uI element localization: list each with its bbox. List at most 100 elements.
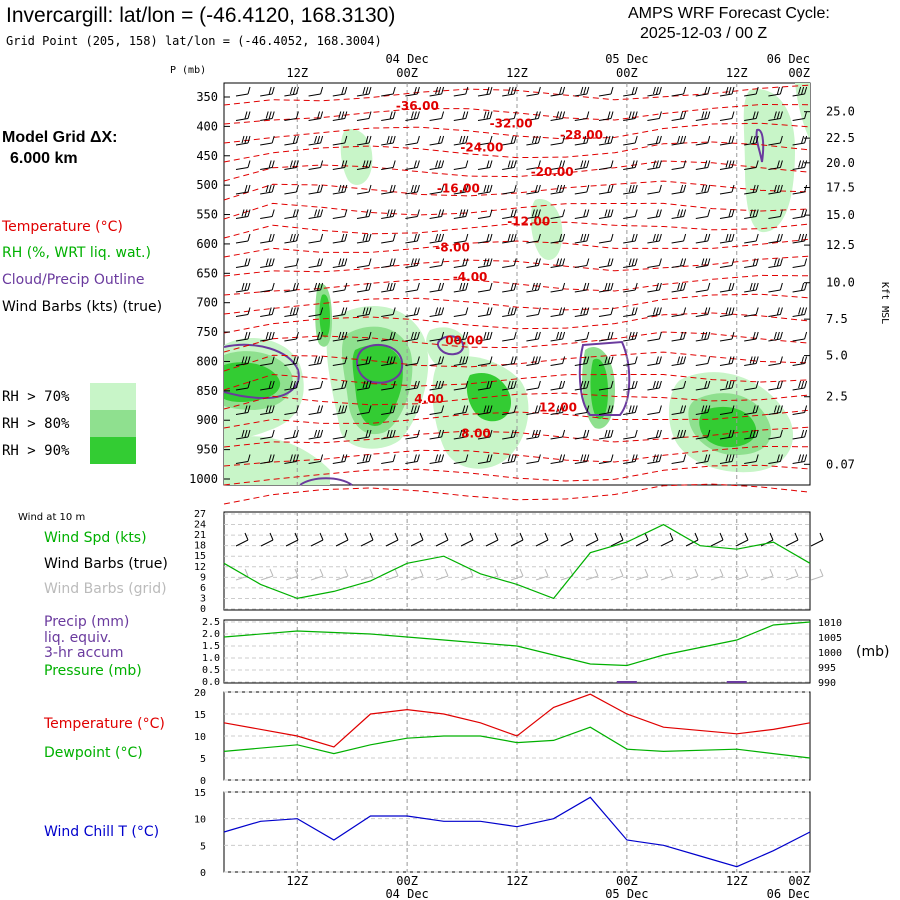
wind-barb-feather <box>368 135 372 144</box>
wind-barb-symbol <box>381 282 396 293</box>
wind-barb-feather <box>441 160 445 168</box>
wind-barb-symbol <box>332 307 348 317</box>
wind-tick-label-2: 6 <box>200 583 206 594</box>
wind-barb-symbol <box>647 282 662 293</box>
wind-barb-symbol <box>623 209 638 219</box>
wind-barb-feather <box>413 184 417 193</box>
wind-barb-feather <box>413 233 417 242</box>
wind-barb-feather <box>610 356 614 364</box>
wind-barb-symbol <box>574 307 590 317</box>
wind-barb-staff <box>477 461 491 464</box>
wind-barb-symbol <box>356 405 372 415</box>
wind-barb-symbol <box>744 307 759 317</box>
wind-barb-symbol <box>574 429 590 440</box>
wind-barb-feather <box>755 184 759 193</box>
wind-barb-feather <box>244 258 248 266</box>
wind-barb-staff <box>623 412 636 415</box>
temperature-contour-15 <box>223 373 811 391</box>
wind-barb-symbol <box>574 258 590 268</box>
wind-barb-symbol <box>332 135 348 146</box>
wind-barb-feather <box>441 331 445 340</box>
wind-barb-feather <box>752 331 756 340</box>
wind-barb-symbol <box>695 429 711 440</box>
wind-barb-true-feather <box>394 532 399 541</box>
wind-barb-feather <box>752 282 756 291</box>
wind-barb-feather <box>728 209 732 217</box>
wind-barb-staff <box>526 461 539 464</box>
wind-barb-feather <box>804 111 808 119</box>
wind-barb-symbol <box>574 356 590 366</box>
wind-barb-symbol <box>502 184 517 195</box>
wind-barb-feather <box>247 356 251 364</box>
wind-barb-symbol <box>284 307 299 317</box>
wind-barb-feather <box>486 405 490 413</box>
wind-barb-symbol <box>768 160 783 170</box>
wind-barb-symbol <box>623 380 638 391</box>
wind-barb-feather <box>534 405 538 413</box>
wind-barb-true-symbol <box>335 532 349 547</box>
wind-barb-staff <box>598 289 612 293</box>
wind-barb-feather <box>634 307 638 315</box>
wind-barb-feather <box>295 429 299 438</box>
temperature-label-7: -8.00 <box>435 240 470 254</box>
wind-barb-feather <box>752 356 756 364</box>
wind-barb-grid-feather <box>394 568 399 577</box>
wind-barb-symbol <box>502 135 517 146</box>
wind-tick-label-8: 24 <box>194 520 206 531</box>
wind-barb-staff <box>695 216 708 219</box>
wind-barb-feather <box>462 405 466 413</box>
wind-barb-staff <box>284 436 297 440</box>
wind-barb-symbol <box>792 380 808 391</box>
wind-barb-feather <box>607 258 611 266</box>
wind-barb-symbol <box>671 209 687 219</box>
wind-barb-feather <box>295 160 299 168</box>
wind-barb-feather <box>610 86 614 95</box>
wind-barb-feather <box>513 160 517 168</box>
wind-barb-feather <box>586 209 590 217</box>
wind-barb-symbol <box>647 135 662 146</box>
wind-barb-feather <box>537 429 541 438</box>
wind-barb-symbol <box>235 307 251 317</box>
wind-barb-symbol <box>381 307 396 317</box>
wind-barb-staff <box>526 240 539 244</box>
wind-barb-feather <box>531 135 535 144</box>
wind-barb-symbol <box>356 307 372 317</box>
wind-barb-feather <box>707 282 711 291</box>
wind-barb-feather <box>389 405 393 413</box>
wind-barb-feather <box>586 331 590 340</box>
wind-barb-staff <box>719 289 733 293</box>
wind-barb-feather <box>510 209 514 217</box>
wind-barb-staff <box>356 191 370 195</box>
wind-barb-feather <box>438 356 442 364</box>
wind-barb-grid-symbol <box>635 568 649 581</box>
wind-barb-staff <box>453 191 466 195</box>
wind-barb-feather <box>271 258 275 266</box>
wind-barb-feather <box>607 184 611 193</box>
wind-barb-feather <box>247 86 251 95</box>
wind-barb-symbol <box>308 111 324 121</box>
temperature-label-4: -20.00 <box>531 165 574 179</box>
wind-barb-staff <box>598 142 612 146</box>
wind-barb-feather <box>441 258 445 266</box>
wind-barb-feather <box>513 429 517 438</box>
wind-barb-feather <box>631 233 635 242</box>
wind-barb-feather <box>413 86 417 95</box>
wind-barb-symbol <box>235 429 251 440</box>
wind-barb-symbol <box>429 282 445 293</box>
wind-barb-feather <box>247 160 251 168</box>
wind-barb-feather <box>583 454 587 462</box>
wind-barb-feather <box>680 356 684 364</box>
wind-barb-feather <box>604 429 608 438</box>
wind-barb-staff <box>695 191 708 195</box>
wind-barb-symbol <box>260 233 275 244</box>
wind-barb-feather <box>368 160 372 168</box>
wind-barb-feather <box>779 209 783 217</box>
wind-barb-grid-staff <box>685 575 699 581</box>
wind-barb-symbol <box>356 356 372 366</box>
wind-barb-symbol <box>695 135 711 146</box>
wind-barb-feather <box>416 233 420 242</box>
wind-barb-feather <box>749 429 753 438</box>
wind-barb-feather <box>804 331 808 340</box>
wind-barb-feather <box>368 86 372 95</box>
wind-barb-staff <box>284 265 297 268</box>
